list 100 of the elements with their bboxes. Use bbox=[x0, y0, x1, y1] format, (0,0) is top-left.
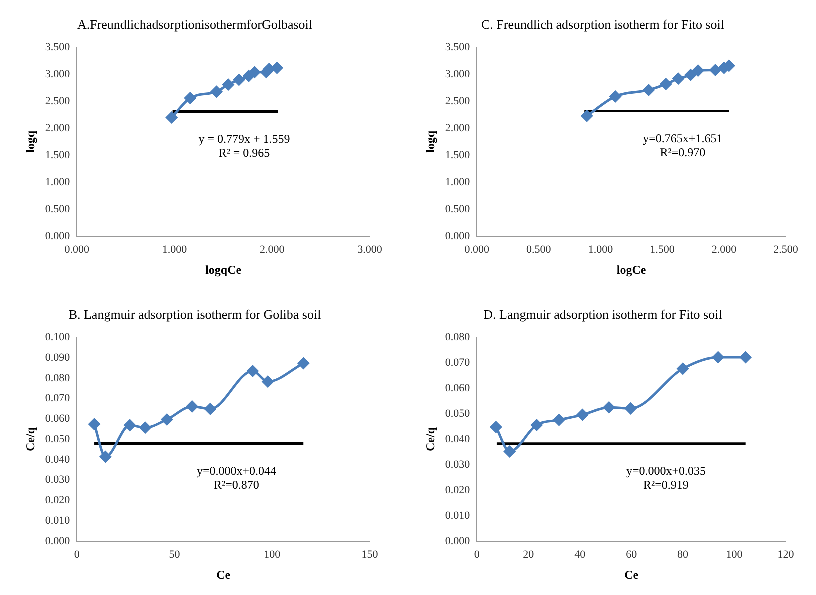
y-tick-label: 2.500 bbox=[45, 95, 71, 108]
y-tick-label: 3.500 bbox=[445, 41, 471, 54]
y-tick-label: 0.500 bbox=[45, 203, 71, 216]
x-axis-title: Ce bbox=[216, 568, 232, 582]
point bbox=[88, 418, 100, 430]
x-tick-label: 1.000 bbox=[588, 244, 614, 256]
y-tick-label: 3.000 bbox=[445, 68, 471, 80]
y-tick-label: 0.040 bbox=[445, 433, 471, 446]
x-tick-label: 120 bbox=[778, 548, 795, 561]
y-axis-title: logq bbox=[423, 130, 438, 154]
point bbox=[298, 358, 310, 370]
point bbox=[531, 419, 543, 431]
annotation: y=0.000x+0.044 bbox=[196, 464, 276, 478]
point bbox=[677, 363, 689, 375]
y-tick-label: 1.500 bbox=[45, 149, 71, 162]
point bbox=[490, 422, 502, 434]
point bbox=[660, 78, 672, 90]
x-tick-label: 1.000 bbox=[162, 244, 188, 256]
x-tick-label: 0.000 bbox=[64, 244, 90, 256]
y-tick-label: 0.060 bbox=[445, 382, 471, 394]
annotation: y = 0.779x + 1.559 bbox=[198, 132, 290, 146]
y-tick-label: 0.000 bbox=[445, 230, 471, 242]
point bbox=[685, 69, 697, 81]
y-tick-label: 0.100 bbox=[45, 331, 71, 344]
point bbox=[262, 376, 274, 388]
point bbox=[672, 73, 684, 85]
y-tick-label: 0.000 bbox=[445, 535, 471, 548]
x-tick-label: 20 bbox=[523, 548, 535, 561]
y-tick-label: 0.080 bbox=[45, 372, 71, 384]
y-tick-label: 1.000 bbox=[45, 176, 71, 188]
x-tick-label: 60 bbox=[626, 548, 638, 561]
x-tick-label: 2.500 bbox=[774, 244, 799, 256]
y-tick-label: 0.020 bbox=[45, 494, 71, 507]
y-tick-label: 0.000 bbox=[45, 535, 71, 548]
point bbox=[161, 414, 173, 426]
y-tick-label: 0.500 bbox=[445, 203, 471, 216]
point bbox=[710, 64, 722, 76]
x-tick-label: 50 bbox=[169, 548, 181, 561]
y-tick-label: 0.030 bbox=[45, 474, 71, 486]
point bbox=[124, 420, 136, 432]
y-tick-label: 0.050 bbox=[445, 408, 471, 420]
y-tick-label: 0.000 bbox=[45, 230, 71, 242]
point bbox=[504, 446, 516, 458]
point bbox=[166, 112, 178, 124]
chart-title: B. Langmuir adsorption isotherm for Goliba soil bbox=[68, 307, 322, 322]
point bbox=[610, 90, 622, 102]
x-tick-label: 3.000 bbox=[358, 244, 383, 256]
y-tick-label: 1.000 bbox=[445, 176, 471, 188]
point bbox=[643, 84, 655, 96]
x-axis-title: Ce bbox=[624, 568, 640, 582]
x-tick-label: 40 bbox=[574, 548, 586, 561]
x-tick-label: 0.500 bbox=[526, 244, 552, 256]
y-axis-title: Ce/q bbox=[423, 427, 438, 452]
point bbox=[692, 65, 704, 77]
point bbox=[264, 63, 276, 75]
point bbox=[233, 74, 245, 86]
y-tick-label: 0.010 bbox=[45, 514, 71, 527]
annotation: R²=0.970 bbox=[660, 145, 706, 160]
point bbox=[712, 352, 724, 364]
point bbox=[204, 403, 216, 415]
point bbox=[581, 110, 593, 122]
y-tick-label: 0.090 bbox=[45, 352, 71, 364]
point bbox=[140, 422, 152, 434]
point bbox=[625, 402, 637, 414]
point bbox=[249, 66, 261, 78]
point bbox=[603, 402, 615, 414]
point bbox=[222, 79, 234, 91]
point bbox=[184, 92, 196, 104]
y-tick-label: 0.040 bbox=[45, 454, 71, 466]
chart-title: C. Freundlich adsorption isotherm for Fito soil bbox=[481, 17, 725, 32]
y-tick-label: 1.500 bbox=[445, 149, 471, 162]
y-tick-label: 3.500 bbox=[45, 41, 71, 54]
point bbox=[740, 352, 752, 364]
point bbox=[554, 414, 566, 426]
point bbox=[272, 62, 284, 74]
x-tick-label: 1.500 bbox=[650, 244, 676, 256]
y-tick-label: 0.020 bbox=[445, 484, 471, 496]
chart-title: A.FreundlichadsorptionisothermforGolbasoil bbox=[77, 17, 313, 32]
x-tick-label: 100 bbox=[726, 548, 744, 561]
y-tick-label: 2.000 bbox=[445, 122, 471, 134]
x-axis-title: logCe bbox=[616, 262, 647, 277]
annotation: R²=0.919 bbox=[644, 478, 689, 492]
x-tick-label: 0 bbox=[474, 548, 480, 561]
x-tick-label: 2.000 bbox=[712, 244, 738, 256]
point bbox=[210, 86, 222, 98]
x-tick-label: 80 bbox=[678, 548, 690, 561]
y-tick-label: 3.000 bbox=[45, 68, 71, 80]
point bbox=[247, 365, 259, 377]
y-axis-title: Ce/q bbox=[23, 427, 38, 452]
y-tick-label: 0.070 bbox=[445, 356, 471, 369]
y-tick-label: 0.030 bbox=[445, 458, 471, 471]
x-tick-label: 100 bbox=[264, 548, 282, 561]
y-axis-title: logq bbox=[23, 130, 38, 154]
y-tick-label: 0.050 bbox=[45, 433, 71, 446]
y-tick-label: 2.000 bbox=[45, 122, 71, 134]
point bbox=[576, 409, 588, 421]
point bbox=[186, 400, 198, 412]
annotation: y=0.765x+1.651 bbox=[643, 131, 723, 146]
annotation: R²=0.870 bbox=[214, 478, 260, 492]
y-tick-label: 0.010 bbox=[445, 510, 471, 522]
